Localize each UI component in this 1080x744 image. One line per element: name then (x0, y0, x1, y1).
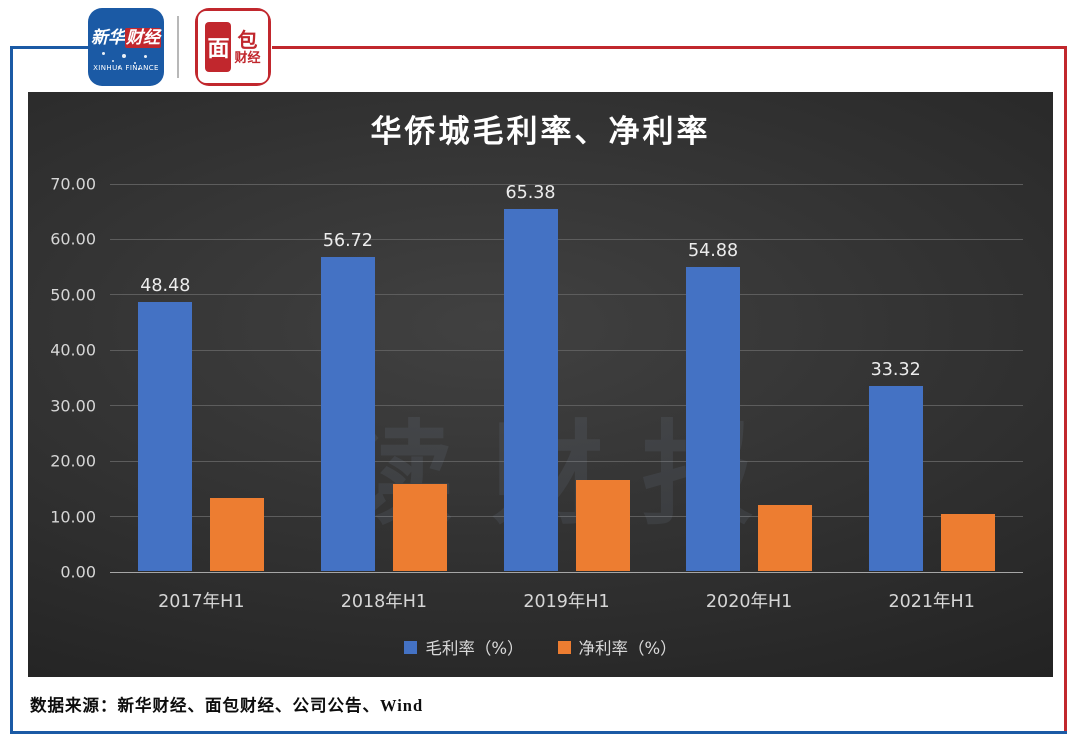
logo-separator (177, 16, 179, 78)
legend-swatch (404, 640, 418, 654)
frame-line-left (10, 46, 13, 734)
y-tick-label: 0.00 (60, 562, 96, 582)
bar-net-margin (758, 504, 813, 571)
frame-line-top-left (10, 46, 88, 49)
gridline (110, 183, 1023, 185)
mianbao-logo-char-bao: 包 (237, 27, 258, 52)
gridline (110, 516, 1023, 518)
constellation-dot (138, 68, 140, 70)
bar-gross-margin (686, 266, 741, 571)
legend-item-gross-margin: 毛利率（%） (404, 635, 524, 659)
data-source-text: 数据来源：新华财经、面包财经、公司公告、Wind (30, 696, 424, 715)
gridline (110, 294, 1023, 296)
legend-item-net-margin: 净利率（%） (557, 635, 677, 659)
bar-value-label: 33.32 (870, 360, 921, 381)
bar-net-margin (392, 483, 447, 571)
bar-gross-margin (868, 386, 923, 571)
bar-net-margin (210, 498, 265, 571)
mianbao-logo-chars-caijing: 财经 (234, 50, 261, 66)
plot-area: 0.00 10.00 20.00 30.00 40.00 50.00 60.00 70.00 … (50, 175, 1023, 612)
frame-line-top-right (272, 46, 1067, 49)
xinhua-logo-en-text: XINHUA FINANCE (93, 63, 159, 72)
bar-value-label: 65.38 (505, 182, 556, 203)
y-tick-label: 70.00 (50, 174, 96, 194)
y-tick-label: 40.00 (50, 340, 96, 360)
mianbao-finance-logo: 面 包 财经 (195, 8, 271, 86)
mianbao-logo-right: 包 财经 (234, 30, 260, 65)
xinhua-logo-highlight: 财经 (125, 27, 161, 48)
constellation-dot (118, 66, 120, 68)
bar-value-label: 56.72 (322, 230, 373, 251)
y-tick-label: 60.00 (50, 229, 96, 249)
chart-title: 华侨城毛利率、净利率 (370, 114, 711, 150)
chart-panel: 华侨城毛利率、净利率 0.00 10.00 20.00 30.00 40.00 50.00… (28, 92, 1053, 677)
mianbao-logo-inner: 面 包 财经 (198, 11, 268, 83)
x-tick-label: 2019年H1 (523, 592, 610, 612)
x-axis-baseline (110, 571, 1023, 573)
bar-net-margin (575, 479, 630, 571)
legend-label: 净利率（%） (578, 639, 677, 658)
constellation-dot (122, 54, 126, 58)
bar-gross-margin (320, 256, 375, 571)
y-tick-label: 30.00 (50, 396, 96, 416)
chart-legend: 毛利率（%） 净利率（%） (28, 635, 1053, 659)
gridline (110, 238, 1023, 240)
gridline (110, 349, 1023, 351)
y-tick-label: 10.00 (50, 507, 96, 527)
xinhua-logo-text: 新华财经 (91, 27, 161, 48)
bar-value-label: 48.48 (140, 276, 191, 297)
bar-value-label: 54.88 (688, 240, 739, 261)
gridline (110, 460, 1023, 462)
mianbao-logo-char-mian: 面 (205, 22, 232, 72)
constellation-dot (144, 55, 147, 58)
frame-line-right (1064, 46, 1067, 734)
x-tick-label: 2020年H1 (705, 592, 793, 612)
constellation-dot (102, 52, 105, 55)
bar-gross-margin (503, 208, 558, 571)
bar-net-margin (940, 513, 995, 571)
y-tick-label: 50.00 (50, 285, 96, 305)
x-tick-label: 2018年H1 (340, 592, 428, 612)
bar-gross-margin (138, 302, 193, 571)
xinhua-finance-logo: 新华财经 XINHUA FINANCE (88, 8, 164, 86)
y-tick-label: 20.00 (50, 451, 96, 471)
gridline (110, 405, 1023, 407)
legend-label: 毛利率（%） (425, 639, 524, 658)
legend-swatch (557, 640, 571, 654)
constellation-dot (134, 62, 136, 64)
constellation-dot (112, 60, 114, 62)
x-tick-label: 2021年H1 (888, 592, 975, 612)
x-tick-label: 2017年H1 (158, 592, 245, 612)
frame-line-bottom (10, 731, 1067, 734)
